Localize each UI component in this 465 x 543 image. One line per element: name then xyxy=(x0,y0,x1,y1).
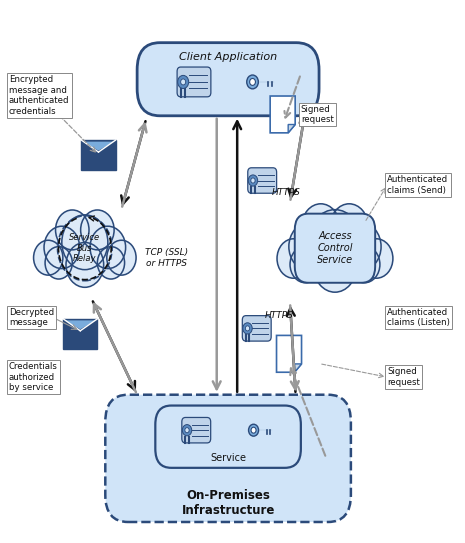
Circle shape xyxy=(289,223,329,270)
FancyBboxPatch shape xyxy=(155,406,301,468)
FancyBboxPatch shape xyxy=(295,213,375,283)
Text: Signed
request: Signed request xyxy=(301,105,334,124)
Polygon shape xyxy=(83,142,114,150)
Circle shape xyxy=(349,246,380,283)
Polygon shape xyxy=(294,364,301,372)
Circle shape xyxy=(45,247,72,279)
FancyBboxPatch shape xyxy=(177,67,211,97)
FancyBboxPatch shape xyxy=(248,168,277,193)
Text: Access
Control
Service: Access Control Service xyxy=(317,231,353,265)
Circle shape xyxy=(277,239,310,278)
Circle shape xyxy=(290,246,321,283)
Circle shape xyxy=(33,240,63,275)
Polygon shape xyxy=(288,124,295,133)
Text: Authenticated
claims (Send): Authenticated claims (Send) xyxy=(387,175,448,194)
Text: HTTPS: HTTPS xyxy=(265,312,293,320)
Circle shape xyxy=(62,215,108,270)
Text: Service: Service xyxy=(210,453,246,463)
Text: On-Premises: On-Premises xyxy=(186,489,270,502)
Text: TCP (SSL)
or HTTPS: TCP (SSL) or HTTPS xyxy=(145,248,188,268)
Circle shape xyxy=(97,247,125,279)
Polygon shape xyxy=(63,319,97,349)
Circle shape xyxy=(251,178,255,183)
Text: Encrypted
message and
authenticated
credentials: Encrypted message and authenticated cred… xyxy=(9,75,69,116)
Circle shape xyxy=(185,428,189,433)
Circle shape xyxy=(243,323,252,334)
Polygon shape xyxy=(270,96,295,133)
Circle shape xyxy=(90,226,126,269)
Circle shape xyxy=(246,326,250,331)
Circle shape xyxy=(250,79,255,85)
FancyBboxPatch shape xyxy=(105,395,351,522)
Circle shape xyxy=(248,175,258,186)
Circle shape xyxy=(247,75,259,89)
Text: Decrypted
message: Decrypted message xyxy=(9,308,54,327)
Circle shape xyxy=(314,242,356,292)
Circle shape xyxy=(251,427,256,433)
FancyBboxPatch shape xyxy=(137,43,319,116)
Circle shape xyxy=(309,210,361,272)
Circle shape xyxy=(107,240,136,275)
Circle shape xyxy=(341,223,381,270)
Circle shape xyxy=(360,239,393,278)
Circle shape xyxy=(302,204,340,249)
Polygon shape xyxy=(81,140,115,170)
Text: Signed
request: Signed request xyxy=(387,368,420,387)
Text: Client Application: Client Application xyxy=(179,53,277,62)
Text: Credentials
authorized
by service: Credentials authorized by service xyxy=(9,362,58,392)
Circle shape xyxy=(44,226,80,269)
Polygon shape xyxy=(65,320,96,329)
Text: Infrastructure: Infrastructure xyxy=(181,503,275,516)
Circle shape xyxy=(182,425,192,436)
FancyBboxPatch shape xyxy=(242,315,271,341)
Circle shape xyxy=(55,210,89,250)
Text: Service
Bus
Relay: Service Bus Relay xyxy=(69,233,100,263)
Circle shape xyxy=(249,424,259,436)
Circle shape xyxy=(330,204,368,249)
Circle shape xyxy=(66,243,104,287)
FancyBboxPatch shape xyxy=(182,418,211,443)
Polygon shape xyxy=(277,336,301,372)
Text: Authenticated
claims (Listen): Authenticated claims (Listen) xyxy=(387,308,450,327)
Circle shape xyxy=(80,210,114,250)
Text: HTTPS: HTTPS xyxy=(271,188,300,198)
Circle shape xyxy=(181,79,186,85)
Circle shape xyxy=(178,75,189,89)
